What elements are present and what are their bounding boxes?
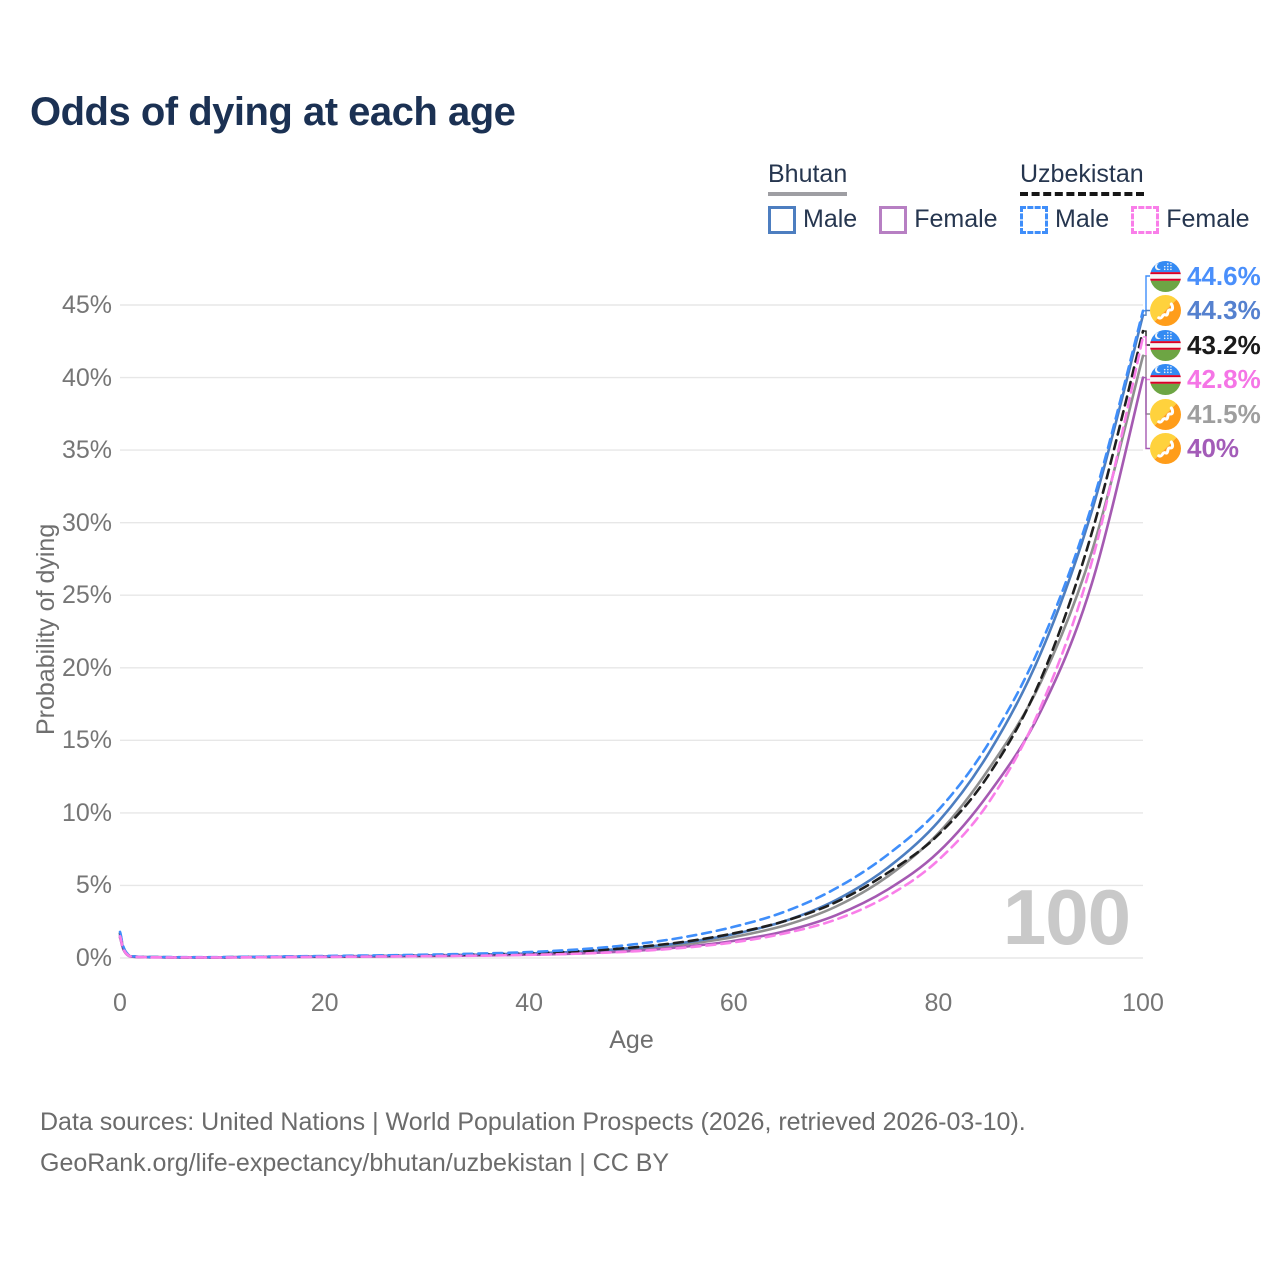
end-label-connector — [1143, 330, 1150, 346]
legend-item-uzbekistan-female[interactable]: Female — [1131, 205, 1250, 234]
end-label-connector — [1143, 376, 1150, 450]
series-line-bhutan-female — [118, 376, 1145, 959]
end-label-connector — [1143, 275, 1150, 312]
uzbekistan-flag-icon — [1150, 260, 1181, 292]
legend-label: Male — [1055, 205, 1110, 233]
legend-country-uzbekistan: Uzbekistan — [1020, 160, 1144, 196]
legend-group-uzbekistan: Uzbekistan Male Female — [1020, 160, 1250, 234]
end-label-value: 41.5% — [1187, 398, 1261, 429]
y-tick-label: 15% — [61, 726, 112, 755]
end-label-value: 44.6% — [1187, 260, 1261, 291]
y-tick-label: 30% — [61, 508, 112, 537]
y-tick-label: 40% — [61, 363, 112, 392]
bhutan-flag-icon — [1150, 433, 1181, 464]
series-line-uzbekistan-male — [118, 309, 1145, 959]
series-line-uzbekistan-total — [118, 329, 1145, 959]
end-label-value: 40% — [1187, 433, 1240, 463]
y-tick-label: 35% — [61, 436, 112, 465]
end-label-value: 43.2% — [1187, 329, 1261, 360]
end-label-connector — [1143, 309, 1150, 316]
footer: Data sources: United Nations | World Pop… — [40, 1102, 1026, 1184]
legend-item-bhutan-male[interactable]: Male — [768, 205, 857, 234]
uzbekistan-flag-icon — [1150, 364, 1181, 395]
series-line-uzbekistan-female — [118, 335, 1145, 959]
end-label-row-bhutan-female: 40% — [1150, 432, 1239, 465]
end-label-row-bhutan-total: 41.5% — [1150, 398, 1261, 431]
legend-item-bhutan-female[interactable]: Female — [879, 205, 998, 234]
uzbekistan-female-swatch-icon — [1131, 205, 1160, 234]
y-tick-label: 0% — [75, 944, 112, 972]
age-watermark: 100 — [1002, 873, 1131, 961]
end-label-row-uzbekistan-total: 43.2% — [1150, 329, 1261, 362]
end-label-connector — [1143, 336, 1150, 381]
legend-item-uzbekistan-male[interactable]: Male — [1020, 205, 1109, 234]
x-tick-label: 40 — [515, 989, 544, 1017]
legend-label: Female — [1166, 205, 1250, 233]
uzbekistan-flag-icon — [1150, 329, 1181, 361]
x-axis-label: Age — [609, 1026, 654, 1054]
x-tick-label: 20 — [310, 989, 339, 1017]
y-tick-label: 45% — [61, 291, 112, 319]
data-source-line: Data sources: United Nations | World Pop… — [40, 1108, 1026, 1136]
uzbekistan-male-swatch-icon — [1020, 205, 1048, 234]
x-tick-label: 80 — [924, 989, 953, 1017]
y-axis-label: Probability of dying — [32, 523, 60, 735]
y-tick-label: 20% — [61, 653, 112, 682]
y-tick-label: 25% — [61, 581, 112, 610]
attribution-line: GeoRank.org/life-expectancy/bhutan/uzbek… — [40, 1149, 670, 1177]
bhutan-flag-icon — [1150, 295, 1181, 326]
end-label-connector — [1143, 355, 1150, 415]
legend-label: Male — [803, 205, 858, 233]
end-label-row-bhutan-male: 44.3% — [1150, 294, 1261, 327]
y-tick-label: 10% — [61, 798, 112, 827]
bhutan-flag-icon — [1150, 398, 1181, 430]
y-tick-label: 5% — [75, 871, 112, 900]
end-label-value: 42.8% — [1187, 364, 1261, 394]
x-tick-label: 0 — [113, 989, 127, 1017]
end-label-row-uzbekistan-male: 44.6% — [1150, 260, 1261, 293]
legend-group-bhutan: Bhutan Male Female — [768, 160, 998, 234]
page-title: Odds of dying at each age — [30, 90, 516, 134]
bhutan-male-swatch-icon — [768, 205, 796, 234]
end-label-value: 44.3% — [1187, 295, 1261, 325]
bhutan-female-swatch-icon — [879, 205, 908, 234]
series-line-bhutan-male — [118, 313, 1145, 959]
x-tick-label: 100 — [1122, 989, 1164, 1017]
x-tick-label: 60 — [719, 989, 748, 1017]
series-line-bhutan-total — [118, 354, 1145, 959]
legend-label: Female — [914, 205, 998, 233]
legend-country-bhutan: Bhutan — [768, 160, 848, 196]
end-label-row-uzbekistan-female: 42.8% — [1150, 363, 1261, 396]
